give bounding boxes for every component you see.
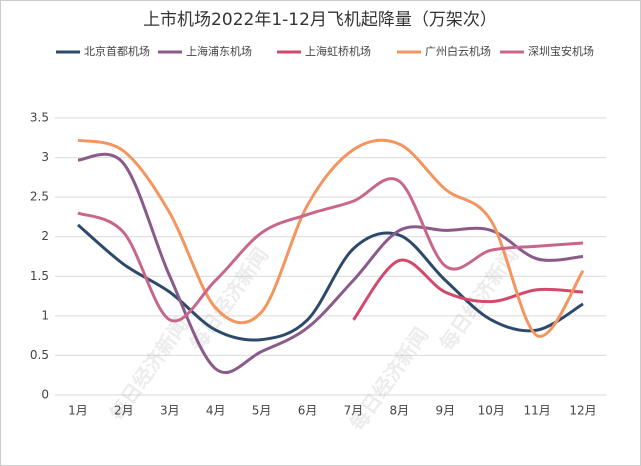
legend-label: 广州白云机场 [425, 44, 491, 58]
y-tick-label: 1 [41, 308, 49, 322]
x-tick-label: 9月 [435, 404, 455, 418]
legend-label: 深圳宝安机场 [528, 44, 594, 58]
legend-label: 北京首都机场 [84, 44, 150, 58]
series-line [77, 152, 584, 375]
x-tick-label: 4月 [206, 404, 226, 418]
y-tick-label: 0 [41, 388, 49, 402]
series-line [77, 177, 584, 323]
series-line [352, 258, 584, 321]
y-tick-label: 3 [41, 150, 49, 164]
y-tick-label: 2 [41, 229, 49, 243]
y-tick-label: 3.5 [30, 111, 49, 125]
x-tick-label: 3月 [160, 404, 180, 418]
x-tick-label: 7月 [344, 404, 364, 418]
chart-title: 上市机场2022年1-12月飞机起降量（万架次） [143, 10, 497, 30]
y-tick-label: 0.5 [30, 348, 49, 362]
series-line [76, 223, 584, 342]
x-tick-label: 12月 [569, 404, 596, 418]
legend-label: 上海浦东机场 [186, 44, 252, 58]
x-tick-label: 6月 [298, 404, 318, 418]
x-tick-label: 11月 [523, 404, 550, 418]
series-line [77, 138, 585, 338]
x-tick-label: 10月 [478, 404, 505, 418]
legend-label: 上海虹桥机场 [305, 44, 371, 58]
x-tick-label: 5月 [252, 404, 272, 418]
x-tick-label: 1月 [68, 404, 88, 418]
x-tick-label: 2月 [114, 404, 134, 418]
y-tick-label: 1.5 [30, 269, 49, 283]
y-tick-label: 2.5 [30, 190, 49, 204]
x-tick-label: 8月 [390, 404, 410, 418]
